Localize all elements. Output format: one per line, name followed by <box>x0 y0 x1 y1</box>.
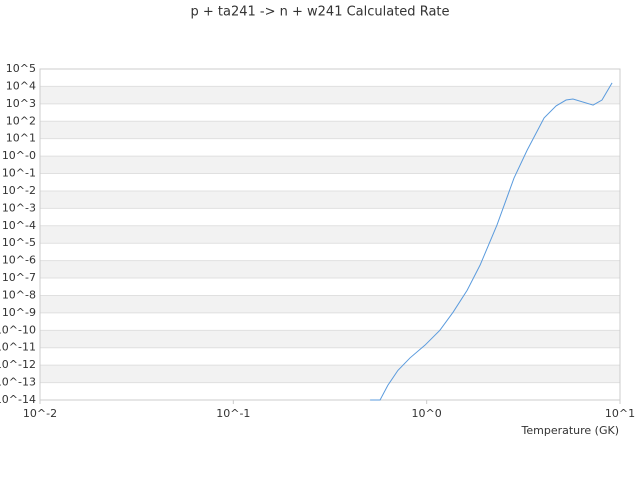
plot-frame <box>39 68 621 401</box>
grid-band <box>40 86 620 104</box>
y-tick-label: 10^1 <box>6 132 36 145</box>
grid-band <box>40 225 620 244</box>
x-tick-label: 10^-1 <box>216 407 250 420</box>
y-tick-label: 10^-14 <box>0 393 36 406</box>
y-tick-label: 10^5 <box>6 62 36 75</box>
grid-band <box>40 330 620 348</box>
grid-band <box>40 260 620 279</box>
y-tick-label: 10^-12 <box>0 358 36 371</box>
y-tick-label: 10^-6 <box>2 254 36 267</box>
y-tick-label: 10^-0 <box>2 149 36 162</box>
x-tick-label: 10^-2 <box>23 407 57 420</box>
y-tick-label: 10^-13 <box>0 376 36 389</box>
y-tick-label: 10^-8 <box>2 288 36 301</box>
grid-band <box>40 190 620 209</box>
y-tick-label: 10^-2 <box>2 184 36 197</box>
y-tick-label: 10^-11 <box>0 341 36 354</box>
y-tick-label: 10^-7 <box>2 271 36 284</box>
y-tick-label: 10^-4 <box>2 219 36 232</box>
grid-band <box>40 156 620 174</box>
y-tick-label: 10^-10 <box>0 323 36 336</box>
y-tick-label: 10^3 <box>6 97 36 110</box>
y-tick-label: 10^4 <box>6 79 36 92</box>
x-axis-label: Temperature (GK) <box>521 424 620 437</box>
x-tick-label: 10^0 <box>412 407 442 420</box>
grid-band <box>40 365 620 383</box>
grid-band <box>40 295 620 313</box>
y-tick-label: 10^-1 <box>2 167 36 180</box>
chart-title: p + ta241 -> n + w241 Calculated Rate <box>190 5 449 20</box>
x-tick-label: 10^1 <box>605 407 635 420</box>
data-line <box>370 82 613 401</box>
y-tick-label: 10^-5 <box>2 236 36 249</box>
y-tick-label: 10^-3 <box>2 201 36 214</box>
y-tick-label: 10^-9 <box>2 306 36 319</box>
grid-band <box>40 121 620 139</box>
y-tick-label: 10^2 <box>6 114 36 127</box>
